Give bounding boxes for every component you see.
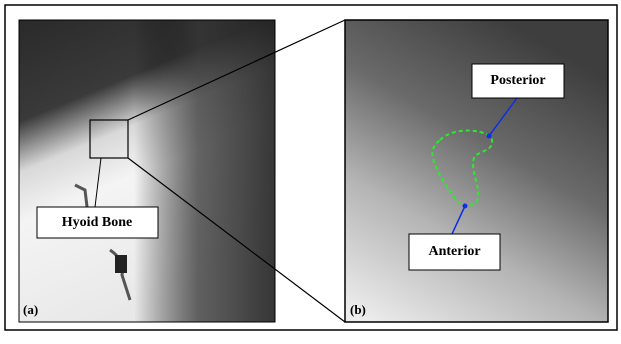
pointer-dot xyxy=(463,204,468,209)
panel-label: (b) xyxy=(350,302,366,317)
panel-b: Posterior Anterior (b) xyxy=(345,20,608,322)
page: {"panel_a": {"label": "(a)", "annotation… xyxy=(0,0,621,339)
sensor xyxy=(115,255,127,273)
annotation: Posterior xyxy=(490,73,545,88)
image-shading xyxy=(19,20,275,322)
pointer-dot xyxy=(487,134,492,139)
panel-label: (a) xyxy=(23,302,38,317)
panel-a: Hyoid Bone (a) xyxy=(19,20,275,322)
annotation: Hyoid Bone xyxy=(62,215,132,230)
figure: Hyoid Bone (a) Posterior Anterior (b) xyxy=(0,0,621,339)
annotation: Anterior xyxy=(428,244,480,259)
